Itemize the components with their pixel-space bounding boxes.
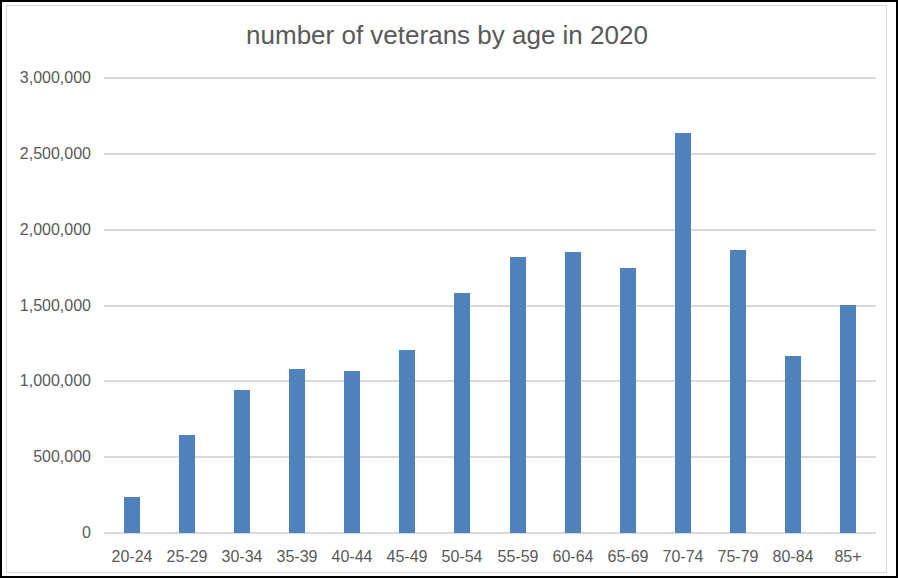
bar-25-29[interactable]: [179, 435, 195, 533]
x-axis-tick-label: 45-49: [379, 547, 435, 567]
bar-65-69[interactable]: [620, 268, 636, 533]
gridline: [104, 305, 876, 307]
bar-60-64[interactable]: [565, 252, 581, 533]
y-axis-tick-label: 3,000,000: [2, 69, 91, 87]
bar-50-54[interactable]: [454, 293, 470, 533]
chart-title: number of veterans by age in 2020: [6, 20, 888, 51]
bar-30-34[interactable]: [234, 390, 250, 533]
y-axis-tick-label: 1,500,000: [2, 297, 91, 315]
bar-80-84[interactable]: [785, 356, 801, 533]
x-axis-tick-label: 35-39: [269, 547, 325, 567]
x-axis-tick-label: 85+: [820, 547, 876, 567]
y-axis-tick-label: 500,000: [2, 448, 91, 466]
y-axis-tick-label: 0: [2, 524, 91, 542]
x-axis-tick-label: 25-29: [159, 547, 215, 567]
x-axis-tick-label: 20-24: [104, 547, 160, 567]
y-axis-tick-label: 2,500,000: [2, 145, 91, 163]
bar-75-79[interactable]: [730, 250, 746, 533]
bar-55-59[interactable]: [510, 257, 526, 533]
x-axis-tick-label: 50-54: [434, 547, 490, 567]
x-axis-tick-label: 60-64: [545, 547, 601, 567]
x-axis-tick-label: 40-44: [324, 547, 380, 567]
x-axis-tick-label: 80-84: [765, 547, 821, 567]
bar-40-44[interactable]: [344, 371, 360, 533]
bar-70-74[interactable]: [675, 133, 691, 533]
bar-35-39[interactable]: [289, 369, 305, 533]
x-axis-tick-label: 70-74: [655, 547, 711, 567]
bar-85+[interactable]: [840, 305, 856, 533]
x-axis-tick-label: 30-34: [214, 547, 270, 567]
gridline: [104, 77, 876, 79]
y-axis-tick-label: 2,000,000: [2, 221, 91, 239]
plot-area: [104, 78, 876, 533]
x-axis-tick-label: 65-69: [600, 547, 656, 567]
gridline: [104, 456, 876, 458]
x-axis-line: [104, 532, 876, 534]
bar-45-49[interactable]: [399, 350, 415, 533]
gridline: [104, 153, 876, 155]
chart-window: number of veterans by age in 2020 0 500,0…: [0, 0, 898, 578]
y-axis-tick-label: 1,000,000: [2, 372, 91, 390]
bar-20-24[interactable]: [124, 497, 140, 533]
gridline: [104, 380, 876, 382]
x-axis-tick-label: 75-79: [710, 547, 766, 567]
x-axis-tick-label: 55-59: [490, 547, 546, 567]
gridline: [104, 229, 876, 231]
